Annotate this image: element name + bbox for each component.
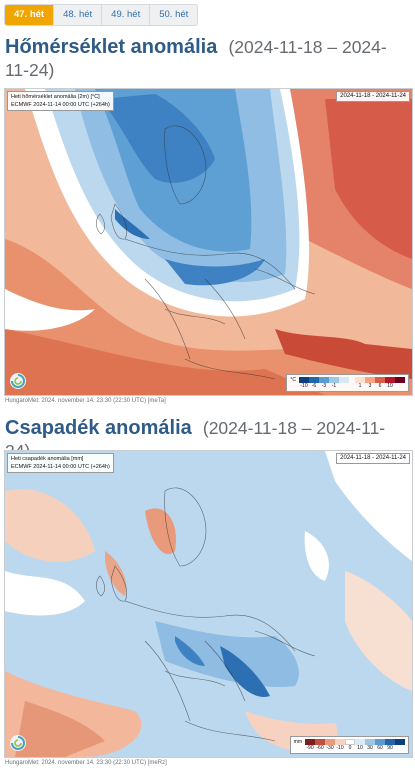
precip-legend-label: 60 [377, 745, 383, 751]
precipitation-date-box: 2024-11-18 - 2024-11-24 [336, 453, 410, 464]
precip-legend-label: 90 [387, 745, 393, 751]
temperature-date-box: 2024-11-18 - 2024-11-24 [336, 91, 410, 102]
temp-legend-label: -1 [331, 383, 337, 389]
precipitation-legend-unit: mm [293, 739, 302, 745]
temp-legend-label: 1 [358, 383, 362, 389]
precip-legend-label: 30 [367, 745, 373, 751]
tab-week-49[interactable]: 49. hét [102, 5, 151, 25]
logo-swirl-icon [11, 736, 25, 750]
temperature-title: Hőmérséklet anomália (2024-11-18 – 2024-… [5, 36, 410, 82]
precip-legend-label: -10 [336, 745, 344, 751]
tab-week-50[interactable]: 50. hét [150, 5, 198, 25]
temperature-info-line1: Heti hőmérséklet anomália (2m) [°C] [11, 94, 100, 100]
precip-legend-label: 10 [357, 745, 363, 751]
temp-legend-label: -6 [311, 383, 317, 389]
precip-legend-label: -30 [326, 745, 334, 751]
precip-legend-label: -90 [306, 745, 314, 751]
temperature-info-line2: ECMWF 2024-11-14 00:00 UTC (+264h) [11, 102, 110, 108]
precipitation-title-text: Csapadék anomália [5, 417, 192, 439]
precipitation-anomaly-map[interactable]: Heti csapadék anomália [mm] ECMWF 2024-1… [4, 450, 413, 758]
temperature-legend-unit: °C [290, 377, 296, 383]
precipitation-info-box: Heti csapadék anomália [mm] ECMWF 2024-1… [7, 453, 114, 473]
temp-legend-label: 3 [368, 383, 372, 389]
temperature-map-image [5, 89, 412, 395]
hungaromet-logo [10, 373, 26, 389]
tab-week-47[interactable]: 47. hét [5, 5, 55, 25]
week-tabs: 47. hét 48. hét 49. hét 50. hét [4, 4, 199, 26]
precipitation-credit: HungaroMet: 2024. november 14. 23:30 (22… [5, 760, 167, 766]
temperature-title-text: Hőmérséklet anomália [5, 36, 218, 58]
precipitation-map-image [5, 451, 412, 757]
temperature-anomaly-map[interactable]: Heti hőmérséklet anomália (2m) [°C] ECMW… [4, 88, 413, 396]
temp-legend-label: 10 [387, 383, 393, 389]
temp-legend-label: 6 [378, 383, 382, 389]
precipitation-info-line1: Heti csapadék anomália [mm] [11, 456, 84, 462]
precip-legend-label: 0 [348, 745, 352, 751]
temperature-date-range: (2024-11-18 – 2024-11-24) [5, 37, 387, 80]
precipitation-legend: mm -90 -60 -30 -10 0 10 30 60 90 [289, 736, 409, 754]
temp-legend-label: -3 [321, 383, 327, 389]
hungaromet-logo [10, 735, 26, 751]
temperature-info-box: Heti hőmérséklet anomália (2m) [°C] ECMW… [7, 91, 114, 111]
temperature-credit: HungaroMet: 2024. november 14. 23:30 (22… [5, 398, 166, 404]
precipitation-info-line2: ECMWF 2024-11-14 00:00 UTC (+264h) [11, 464, 110, 470]
logo-swirl-icon [11, 374, 25, 388]
tab-week-48[interactable]: 48. hét [54, 5, 103, 25]
precip-legend-label: -60 [316, 745, 324, 751]
temp-legend-label: -10 [300, 383, 308, 389]
temperature-legend: °C -10 -6 -3 -1 1 3 6 10 [286, 374, 409, 392]
